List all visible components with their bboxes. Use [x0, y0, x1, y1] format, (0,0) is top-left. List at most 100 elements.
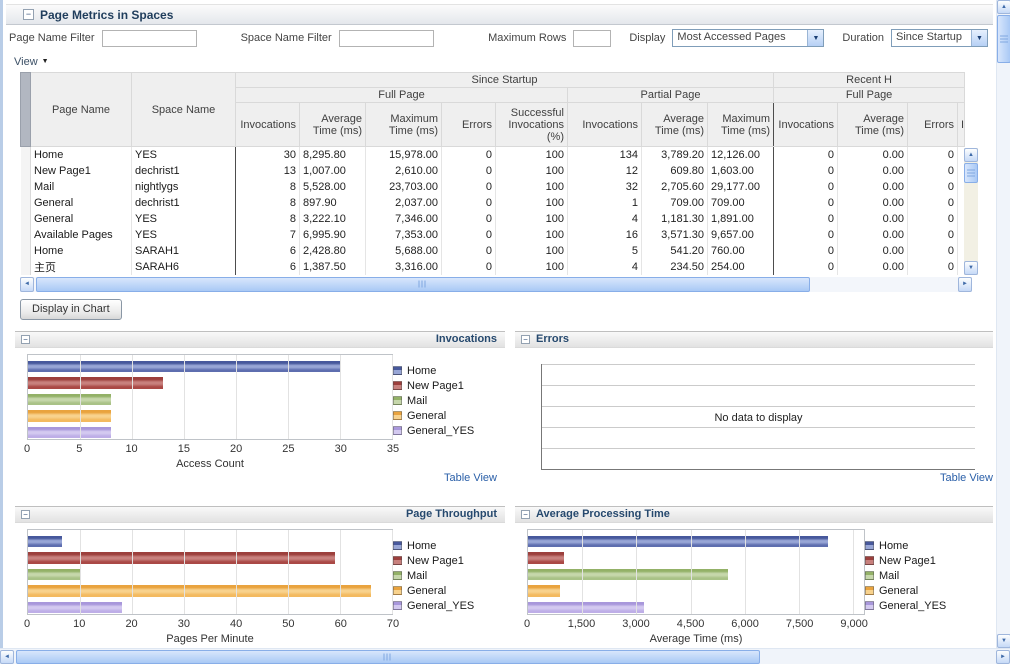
- scroll-down-icon[interactable]: ▼: [997, 634, 1010, 648]
- table-row[interactable]: New Page1 dechrist1 13 1,007.00 2,610.00…: [20, 162, 965, 179]
- gridline: [392, 354, 393, 439]
- cell-space-name: SARAH1: [131, 242, 236, 259]
- scrollbar-thumb[interactable]: [16, 650, 760, 664]
- x-axis-tick: 35: [386, 442, 400, 455]
- row-selector-cell[interactable]: [20, 258, 31, 275]
- cell-average-time-recent: 0.00: [837, 146, 909, 163]
- cell-invocations: 8: [235, 178, 300, 195]
- row-selector-cell[interactable]: [20, 146, 31, 163]
- row-selector-cell[interactable]: [20, 210, 31, 227]
- display-select[interactable]: Most Accessed Pages ▼: [672, 29, 825, 47]
- row-selector-cell[interactable]: [20, 194, 31, 211]
- column-header-page-name[interactable]: Page Name: [30, 72, 132, 147]
- scroll-left-icon[interactable]: ◄: [20, 276, 34, 292]
- column-header-maximum-time[interactable]: Maximum Time (ms): [365, 102, 442, 147]
- group-header-partial-page: Partial Page: [566, 87, 775, 103]
- view-menu-button[interactable]: View ▼: [14, 56, 49, 68]
- cell-successful-invocations: 100: [495, 210, 568, 227]
- collapse-panel-icon[interactable]: −: [21, 509, 30, 519]
- cell-maximum-time: 15,978.00: [365, 146, 442, 163]
- x-axis-tick: 7,500: [785, 617, 814, 630]
- scrollbar-thumb[interactable]: [964, 163, 978, 183]
- bar-new-page1: [28, 552, 335, 564]
- scroll-right-icon[interactable]: ►: [958, 276, 972, 292]
- row-selector-cell[interactable]: [20, 226, 31, 243]
- gridline: [236, 529, 237, 614]
- view-menu-label: View: [14, 55, 38, 68]
- legend-item: Home: [393, 540, 505, 552]
- table-row[interactable]: Available Pages YES 7 6,995.90 7,353.00 …: [20, 226, 965, 243]
- left-margin-strip: [0, 0, 3, 664]
- bar-new-page1: [28, 377, 164, 389]
- cell-invocations-partial: 4: [567, 258, 642, 275]
- x-axis-tick: 20: [230, 442, 243, 455]
- table-vertical-scrollbar[interactable]: ▲ ▼: [964, 148, 978, 275]
- x-axis-tick: 6,000: [731, 617, 759, 630]
- scrollbar-thumb[interactable]: [997, 15, 1010, 63]
- duration-select[interactable]: Since Startup ▼: [891, 29, 988, 47]
- table-row[interactable]: Mail nightlygs 8 5,528.00 23,703.00 0 10…: [20, 178, 965, 195]
- display-in-chart-button[interactable]: Display in Chart: [20, 298, 122, 320]
- column-header-maximum-time-partial[interactable]: Maximum Time (ms): [706, 102, 775, 147]
- space-name-filter-input[interactable]: [338, 29, 434, 47]
- page-vertical-scrollbar[interactable]: ▲ ▼: [996, 0, 1010, 648]
- row-selector-cell[interactable]: [20, 178, 31, 195]
- collapse-section-icon[interactable]: −: [23, 9, 34, 20]
- column-header-invocations-partial[interactable]: Invocations: [567, 102, 642, 147]
- row-selector-cell[interactable]: [20, 162, 31, 179]
- gridline: [132, 529, 133, 614]
- cell-errors: 0: [441, 178, 496, 195]
- table-view-link[interactable]: Table View: [940, 471, 993, 484]
- cell-average-time-recent: 0.00: [837, 210, 909, 227]
- scrollbar-thumb[interactable]: [36, 276, 810, 292]
- scroll-up-icon[interactable]: ▲: [997, 0, 1010, 14]
- legend-item: New Page1: [865, 555, 993, 567]
- collapse-panel-icon[interactable]: −: [521, 509, 530, 519]
- panel-title: Page Throughput: [405, 508, 497, 520]
- page-name-filter-input[interactable]: [101, 29, 197, 47]
- scroll-down-icon[interactable]: ▼: [964, 260, 978, 275]
- column-header-successful-invocations[interactable]: Successful Invocations (%): [495, 102, 568, 147]
- cell-average-time: 1,387.50: [299, 258, 366, 275]
- table-horizontal-scrollbar[interactable]: ◄ ►: [20, 276, 972, 292]
- column-header-space-name[interactable]: Space Name: [131, 72, 236, 147]
- table-row[interactable]: General YES 8 3,222.10 7,346.00 0 100 4 …: [20, 210, 965, 227]
- collapse-panel-icon[interactable]: −: [21, 334, 30, 344]
- page-horizontal-scrollbar[interactable]: ◄ ►: [0, 648, 1010, 664]
- cell-page-name: New Page1: [30, 162, 132, 179]
- column-header-average-time[interactable]: Average Time (ms): [299, 102, 366, 147]
- cell-errors-recent: 0: [907, 146, 959, 163]
- collapse-panel-icon[interactable]: −: [521, 334, 530, 344]
- scroll-up-icon[interactable]: ▲: [964, 148, 978, 162]
- legend-swatch-icon: [865, 601, 874, 610]
- scroll-left-icon[interactable]: ◄: [0, 650, 14, 664]
- column-header-errors-recent[interactable]: Errors: [907, 102, 959, 147]
- bar-general-yes: [28, 601, 122, 614]
- x-axis-tick: 30: [177, 617, 190, 630]
- column-header-invocations-recent[interactable]: Invocations: [773, 102, 839, 147]
- legend-item: New Page1: [393, 380, 505, 392]
- panel-average-processing-time: − Average Processing Time 0 1,500 3,000 4,5…: [515, 505, 993, 645]
- column-header-average-time-partial[interactable]: Average Time (ms): [641, 102, 708, 147]
- legend-label: General: [879, 584, 919, 597]
- column-header-average-time-recent[interactable]: Average Time (ms): [837, 102, 909, 147]
- table-row[interactable]: General dechrist1 8 897.90 2,037.00 0 10…: [20, 194, 965, 211]
- table-view-link[interactable]: Table View: [444, 471, 497, 484]
- column-header-errors[interactable]: Errors: [441, 102, 496, 147]
- group-header-since-startup: Since Startup: [234, 72, 775, 88]
- table-row[interactable]: Home SARAH1 6 2,428.80 5,688.00 0 100 5 …: [20, 242, 965, 259]
- legend-label: Home: [407, 539, 437, 552]
- maximum-rows-input[interactable]: [573, 29, 612, 47]
- gridline: [798, 529, 800, 614]
- legend-label: General: [407, 584, 447, 597]
- row-selector-cell[interactable]: [20, 242, 31, 259]
- legend-item: Home: [865, 540, 993, 552]
- x-axis-ticks: 0 5 10 15 20 25 30 35: [24, 442, 399, 456]
- table-row[interactable]: 主页 SARAH6 6 1,387.50 3,316.00 0 100 4 23…: [20, 258, 965, 275]
- scroll-right-icon[interactable]: ►: [996, 650, 1010, 664]
- column-header-invocations[interactable]: Invocations: [235, 102, 300, 147]
- table-row[interactable]: Home YES 30 8,295.80 15,978.00 0 100 134…: [20, 146, 965, 163]
- cell-space-name: dechrist1: [131, 162, 236, 179]
- legend-item: Mail: [393, 395, 505, 407]
